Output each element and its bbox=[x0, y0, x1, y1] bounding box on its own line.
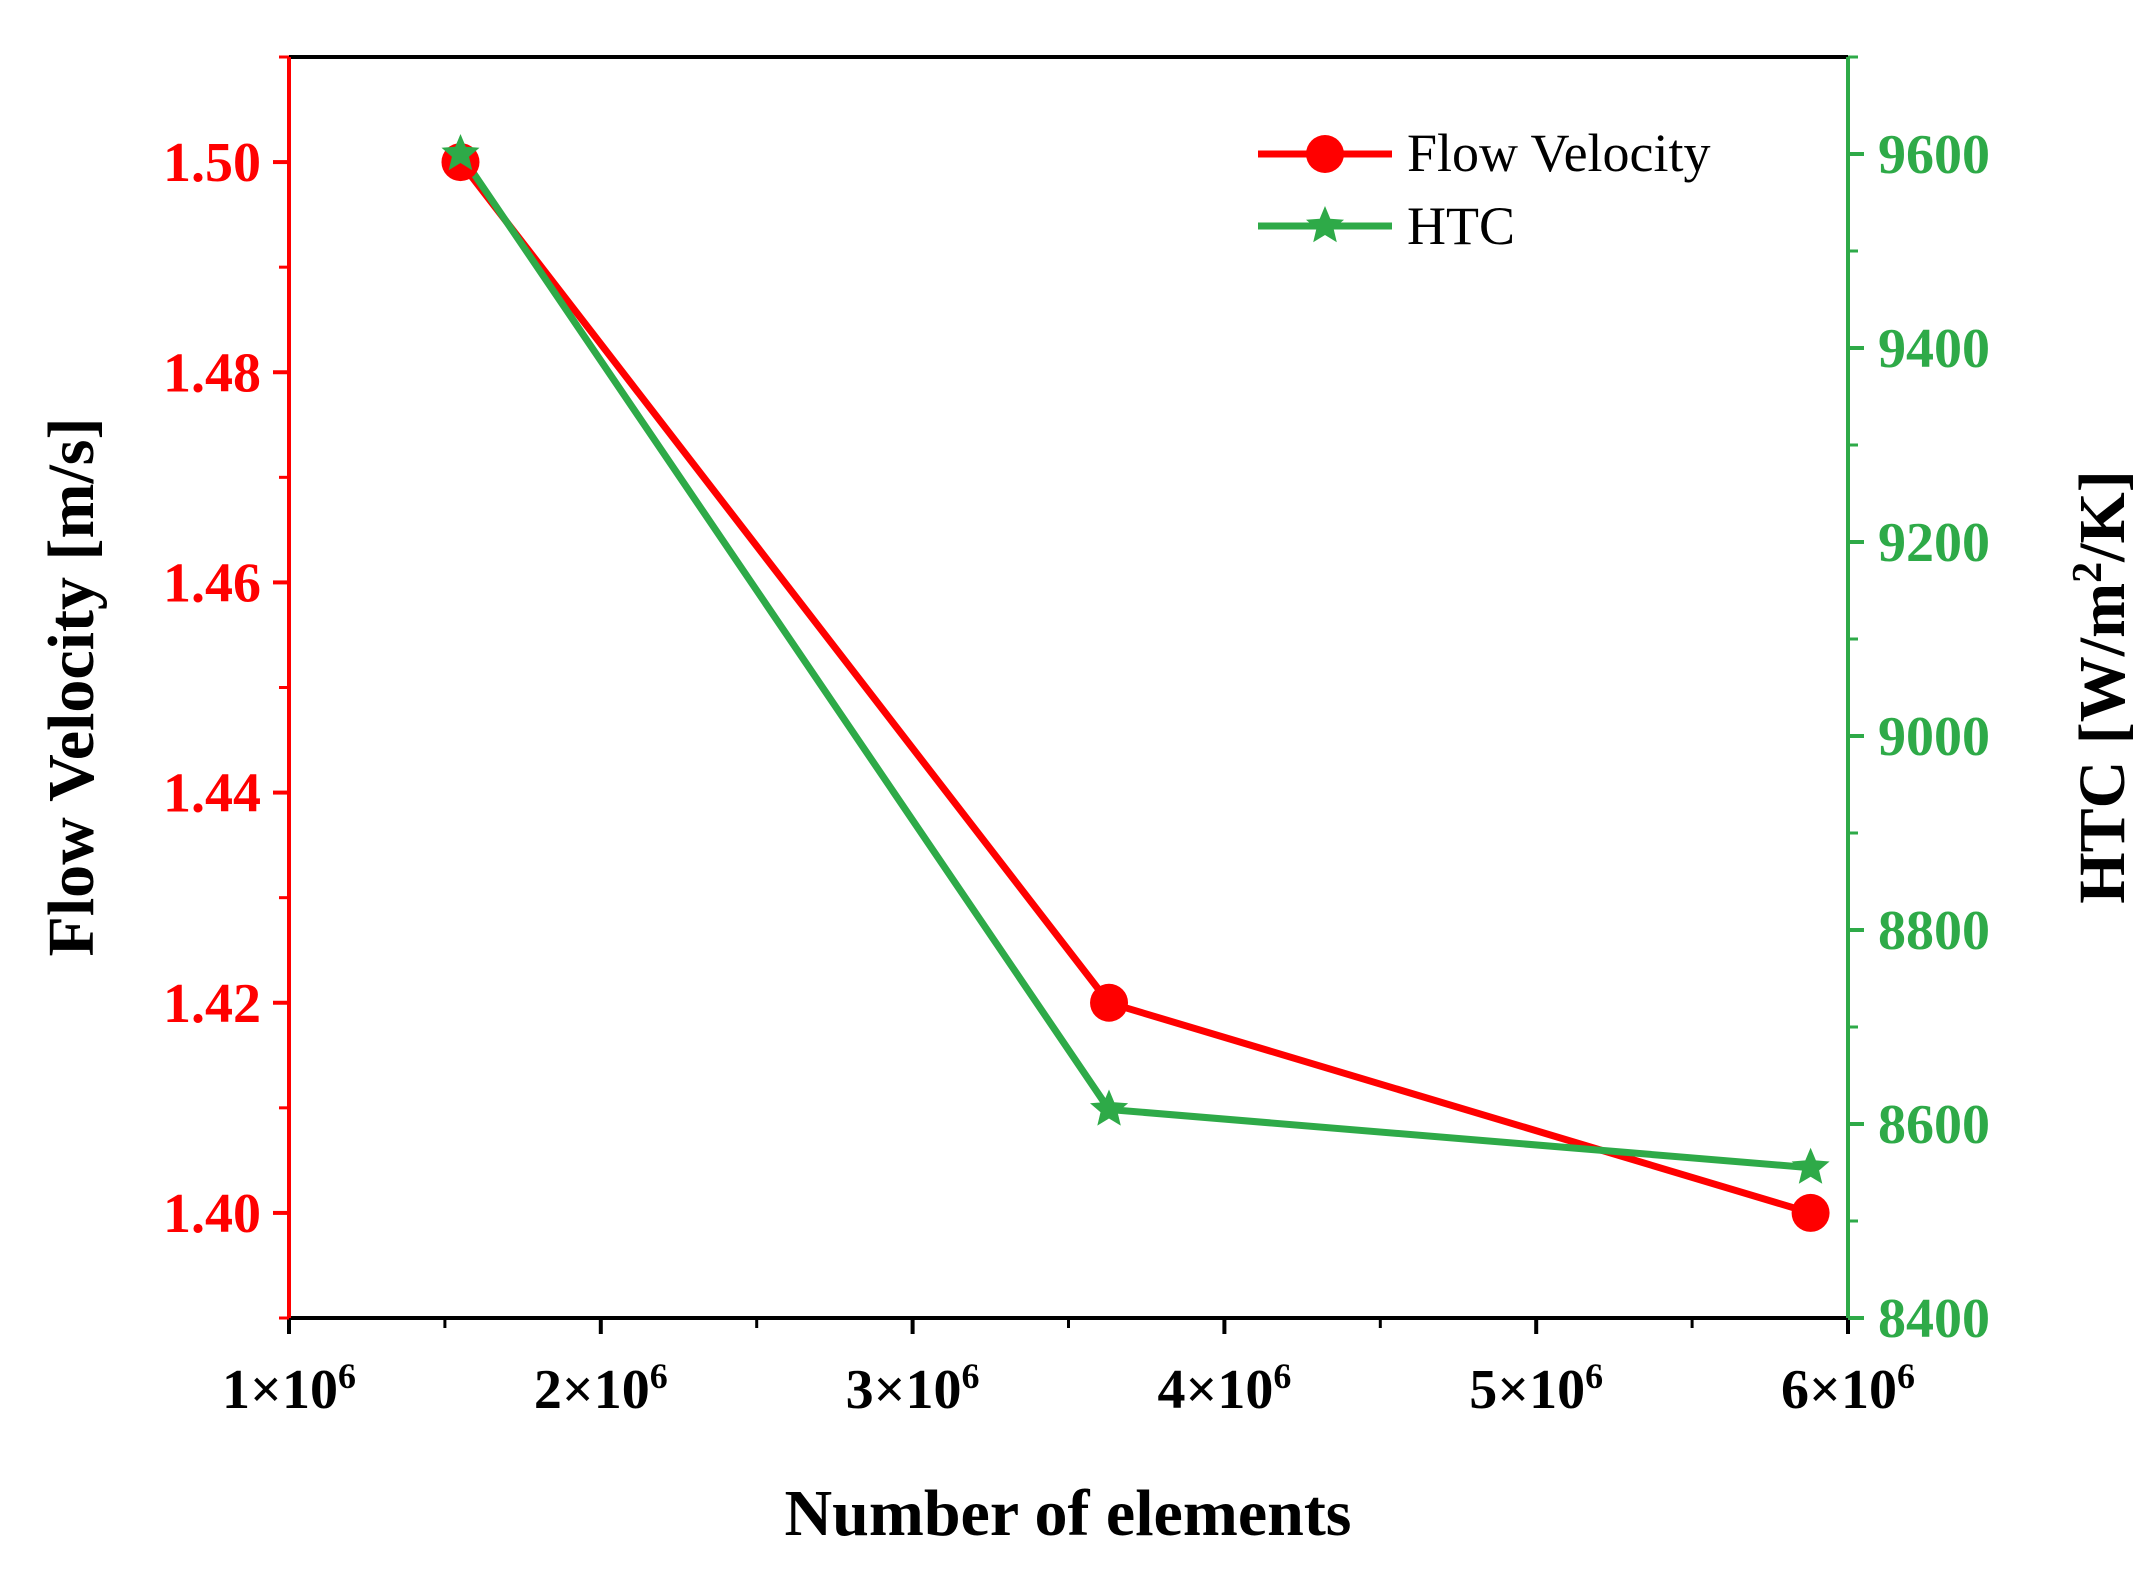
x-tick-label: 3×106 bbox=[846, 1356, 980, 1421]
series-markers bbox=[441, 134, 1830, 1232]
x-tick-label: 4×106 bbox=[1157, 1356, 1291, 1421]
y-axis-right-title-main: HTC [W/m bbox=[2066, 583, 2139, 904]
x-axis-title: Number of elements bbox=[785, 1477, 1352, 1550]
x-tick-label-base: 1×10 bbox=[222, 1359, 338, 1421]
y-right-tick-label: 9000 bbox=[1878, 706, 1990, 768]
data-point-htc bbox=[1090, 1089, 1129, 1126]
tick-labels: 1×106 2×106 3×106 4×106 5×106 6×1061.401.421.… bbox=[163, 124, 1990, 1421]
x-tick-label-base: 2×10 bbox=[534, 1359, 650, 1421]
data-point-flow-velocity bbox=[1090, 983, 1129, 1022]
y-right-tick-label: 8600 bbox=[1878, 1094, 1990, 1156]
x-tick-label: 6×106 bbox=[1781, 1356, 1915, 1421]
y-axis-right-title: HTC [W/m2/K] bbox=[2065, 470, 2139, 903]
legend-marker-flow-velocity bbox=[1306, 135, 1344, 173]
x-tick-label-base: 6×10 bbox=[1781, 1359, 1897, 1421]
y-axis-left-title: Flow Velocity [m/s] bbox=[35, 418, 108, 957]
y-right-tick-label: 9200 bbox=[1878, 512, 1990, 574]
data-point-htc bbox=[1791, 1147, 1830, 1184]
y-right-tick-label: 9400 bbox=[1878, 318, 1990, 380]
x-tick-label-exponent: 6 bbox=[338, 1356, 356, 1396]
data-point-flow-velocity bbox=[1791, 1193, 1830, 1232]
y-axis-right-title-sup: 2 bbox=[2065, 562, 2111, 583]
y-left-tick-label: 1.48 bbox=[163, 342, 261, 404]
x-tick-label-base: 5×10 bbox=[1469, 1359, 1585, 1421]
x-tick-label-exponent: 6 bbox=[650, 1356, 668, 1396]
x-tick-label: 5×106 bbox=[1469, 1356, 1603, 1421]
y-left-tick-label: 1.42 bbox=[163, 973, 261, 1035]
x-tick-label-base: 3×10 bbox=[846, 1359, 962, 1421]
y-left-tick-label: 1.44 bbox=[163, 763, 261, 825]
y-axis-right-title-tail: /K] bbox=[2066, 470, 2139, 563]
x-tick-label-exponent: 6 bbox=[1585, 1356, 1603, 1396]
x-tick-label-exponent: 6 bbox=[1273, 1356, 1291, 1396]
x-tick-label-base: 4×10 bbox=[1157, 1359, 1273, 1421]
y-left-tick-label: 1.46 bbox=[163, 552, 261, 614]
legend: Flow Velocity HTC bbox=[1258, 123, 1711, 256]
x-tick-label: 2×106 bbox=[534, 1356, 668, 1421]
x-tick-label: 1×106 bbox=[222, 1356, 356, 1421]
legend-label-htc: HTC bbox=[1407, 196, 1515, 256]
legend-label-flow-velocity: Flow Velocity bbox=[1407, 123, 1711, 183]
y-right-tick-label: 8400 bbox=[1878, 1288, 1990, 1350]
y-right-tick-label: 9600 bbox=[1878, 124, 1990, 186]
legend-marker-htc bbox=[1306, 206, 1344, 243]
x-tick-label-exponent: 6 bbox=[962, 1356, 980, 1396]
data-point-htc bbox=[441, 134, 480, 171]
y-left-tick-label: 1.40 bbox=[163, 1183, 261, 1245]
y-right-tick-label: 8800 bbox=[1878, 900, 1990, 962]
y-left-tick-label: 1.50 bbox=[163, 132, 261, 194]
x-tick-label-exponent: 6 bbox=[1897, 1356, 1915, 1396]
